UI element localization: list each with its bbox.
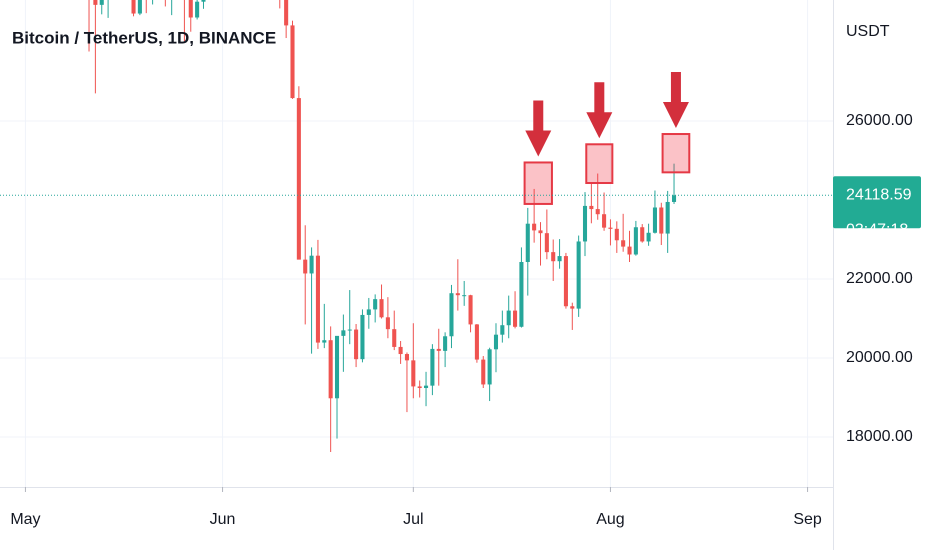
candle-body: [563, 256, 568, 307]
candle-body: [646, 232, 651, 242]
candle-body: [201, 0, 206, 2]
candle-body: [303, 259, 308, 274]
x-tick-label: Jun: [210, 511, 236, 528]
candle-body: [290, 25, 295, 99]
candle-body: [99, 0, 104, 5]
last-price-label: 24118.59: [846, 187, 912, 204]
candle-body: [455, 293, 460, 296]
candle-body: [430, 348, 435, 386]
candle-body: [481, 359, 486, 385]
candle-body: [582, 205, 588, 242]
x-tick-label: Sep: [793, 511, 822, 528]
candle-body: [551, 252, 556, 262]
candle-body: [671, 195, 677, 202]
candle-body: [436, 348, 441, 351]
y-tick-label: 20000.00: [846, 349, 913, 366]
candle-body: [462, 295, 467, 297]
candle-body: [373, 299, 378, 310]
candle-body: [468, 295, 473, 325]
candle-body: [525, 223, 530, 263]
candle-body: [188, 0, 193, 18]
grid: [0, 0, 833, 487]
highlight-box: [661, 133, 691, 174]
candle-body: [195, 1, 200, 18]
candle-body: [341, 330, 346, 336]
candle-body: [309, 255, 314, 274]
candle-body: [360, 314, 365, 360]
candle-body: [659, 207, 664, 234]
x-tick-label: Aug: [596, 511, 624, 528]
candle-body: [284, 0, 289, 26]
candle-body: [608, 227, 613, 229]
candle-body: [633, 227, 638, 255]
candle-body: [557, 256, 562, 262]
candle-body: [493, 334, 499, 350]
candle-body: [506, 310, 511, 326]
candle-body: [576, 241, 581, 309]
x-tick-label: Jul: [403, 511, 423, 528]
candle-body: [500, 325, 505, 335]
candle-body: [137, 0, 142, 14]
candle-body: [328, 340, 333, 399]
highlight-box: [585, 143, 614, 185]
highlight-box: [523, 161, 553, 205]
countdown-label: 03:47:18: [846, 222, 908, 239]
candle-body: [513, 310, 518, 327]
y-tick-label: 22000.00: [846, 270, 913, 287]
x-tick-label: May: [10, 511, 40, 528]
candle-body: [570, 306, 575, 309]
candle-body: [366, 309, 371, 315]
highlight-arrow: [586, 82, 613, 139]
candle-body: [443, 336, 448, 351]
y-tick-label: 26000.00: [846, 112, 913, 129]
candle-body: [538, 230, 543, 234]
candle-body: [334, 335, 340, 399]
highlight-arrow: [525, 100, 552, 157]
candle-body: [449, 293, 454, 337]
axes: 18000.00 20000.00 22000.00 26000.00 May Jun Ju…: [10, 112, 921, 528]
candle-body: [411, 360, 416, 387]
candle-body: [417, 386, 422, 389]
candle-body: [93, 0, 98, 5]
plot-area: [0, 0, 833, 453]
candle-body: [602, 214, 607, 228]
candle-body: [322, 340, 327, 343]
candle-body: [652, 207, 657, 233]
y-axis-label: USDT: [846, 23, 890, 40]
candle-body: [296, 98, 301, 260]
candle-body: [487, 349, 492, 385]
last-price-box: [833, 176, 921, 229]
candle-body: [665, 201, 670, 234]
candle-body: [379, 299, 384, 318]
candle-body: [532, 223, 537, 231]
highlight-arrow: [662, 72, 689, 129]
candle-body: [347, 329, 352, 331]
y-tick-label: 18000.00: [846, 428, 913, 445]
candle-body: [544, 233, 549, 253]
candle-body: [589, 205, 594, 210]
candle-body: [385, 317, 390, 330]
candle-body: [404, 354, 409, 361]
candle-body: [621, 240, 626, 247]
candle-body: [627, 246, 632, 255]
candle-body: [519, 262, 524, 327]
candle-body: [392, 329, 397, 347]
candle-body: [614, 228, 619, 241]
candle-body: [315, 255, 320, 343]
candle-body: [354, 329, 359, 360]
candle-body: [640, 227, 645, 242]
candle-body: [474, 324, 479, 360]
candle-body: [595, 209, 600, 215]
candle-body: [424, 385, 429, 389]
candle-body: [131, 0, 136, 14]
candle-body: [398, 346, 403, 355]
chart-title: Bitcoin / TetherUS, 1D, BINANCE: [12, 28, 276, 47]
